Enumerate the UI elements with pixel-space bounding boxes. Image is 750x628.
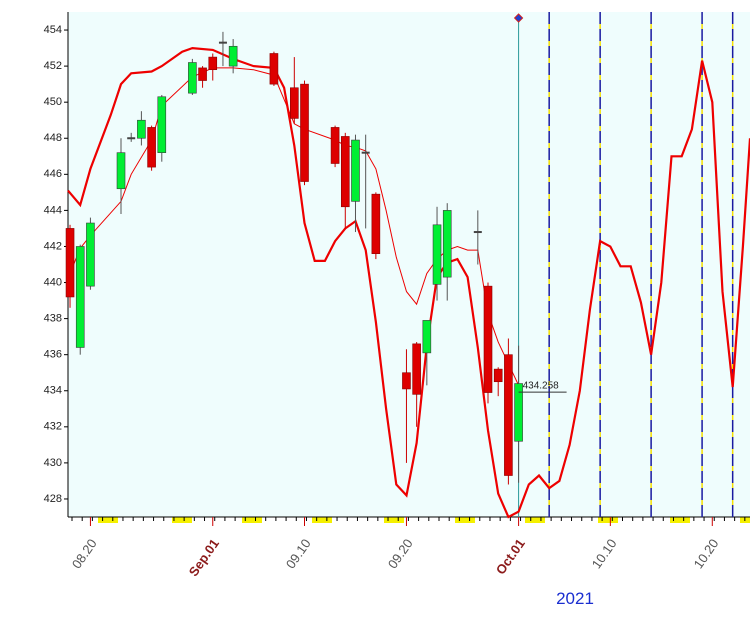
candle-body	[137, 119, 146, 139]
candle-body	[504, 354, 513, 476]
candle-body	[300, 83, 309, 182]
candle-body	[412, 343, 421, 395]
x-tick-label: 10.20	[691, 536, 722, 571]
year-label: 2021	[556, 589, 594, 608]
x-tick-label: 08.20	[69, 536, 100, 571]
x-tick-label: Sep.01	[186, 536, 222, 579]
x-tick-label: 09.10	[283, 536, 314, 571]
y-tick-label: 448	[44, 132, 62, 144]
candle-body	[65, 228, 75, 298]
y-tick-label: 432	[44, 421, 62, 433]
y-tick-label: 444	[44, 204, 62, 216]
candle-body	[269, 53, 279, 85]
weekend-markers	[98, 517, 750, 523]
y-tick-label: 446	[44, 168, 62, 180]
candle-body	[432, 224, 442, 285]
current-marker	[513, 13, 524, 23]
candle-body	[493, 368, 503, 383]
candle-body	[514, 383, 523, 442]
y-tick-label: 436	[44, 349, 62, 361]
candle-body	[442, 210, 452, 278]
candle-body	[228, 45, 238, 67]
candle-body	[402, 372, 411, 390]
plot-background	[68, 12, 750, 517]
y-tick-label: 430	[44, 457, 62, 469]
candle-body	[147, 127, 156, 168]
y-tick-label: 440	[44, 276, 62, 288]
y-tick-label: 450	[44, 96, 62, 108]
candle-body	[290, 87, 299, 119]
candle-body	[371, 193, 381, 254]
y-tick-label: 442	[44, 240, 62, 252]
last-price-label: 434.258	[523, 381, 560, 392]
x-tick-label: 09.20	[385, 536, 416, 571]
candle-body	[351, 139, 360, 202]
candle-body	[208, 56, 218, 71]
y-tick-label: 454	[44, 24, 62, 36]
candle-body	[86, 222, 95, 287]
candle-body	[188, 62, 197, 94]
candle-body	[157, 96, 167, 153]
y-tick-label: 434	[44, 385, 62, 397]
candle-body	[422, 320, 432, 354]
candle-body	[483, 285, 493, 393]
candle-body	[75, 246, 85, 348]
x-tick-label: Oct.01	[493, 536, 528, 577]
y-tick-label: 428	[44, 493, 62, 505]
y-tick-label: 452	[44, 60, 62, 72]
candle-body	[198, 67, 207, 81]
x-tick-label: 10.10	[589, 536, 620, 571]
y-tick-label: 438	[44, 313, 62, 325]
candle-body	[340, 136, 350, 208]
candle-body	[330, 127, 340, 164]
candle-body	[116, 152, 126, 190]
